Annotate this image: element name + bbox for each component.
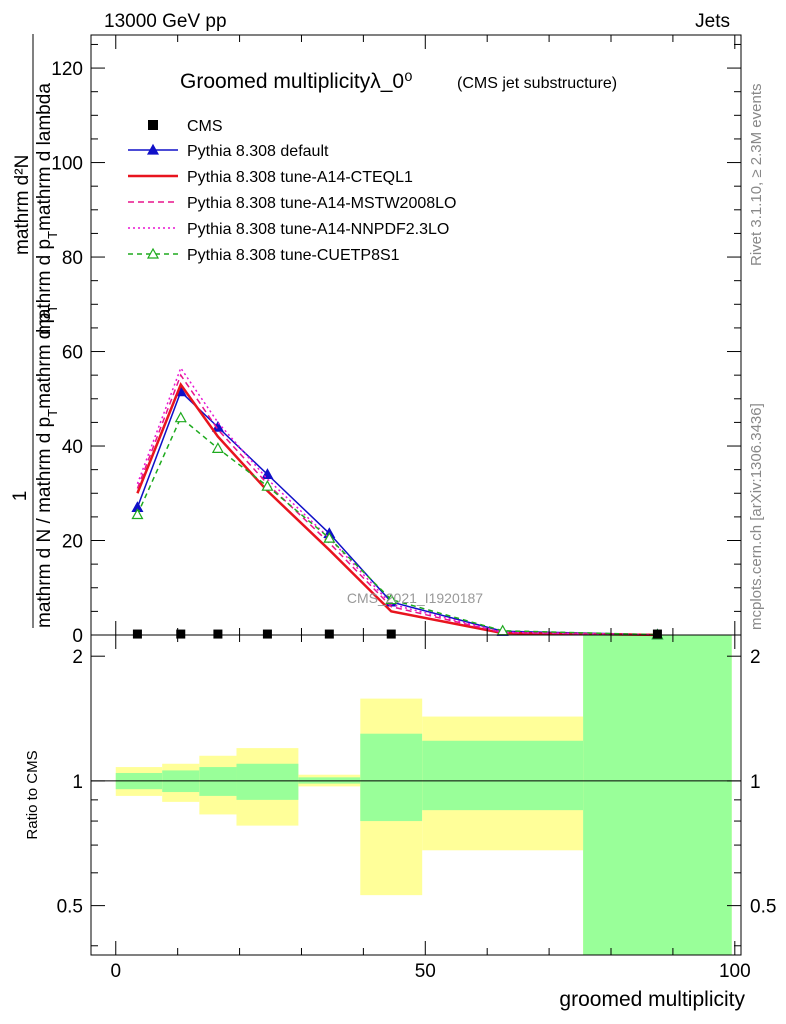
y-tick-label-100: 100: [51, 154, 83, 175]
series-4-marker-2: [211, 442, 224, 453]
cms-point-6: [652, 629, 662, 639]
mcplots-label: mcplots.cern.ch [arXiv:1306.3436]: [748, 403, 765, 630]
ratio-tick-label-right-1: 1: [750, 772, 761, 793]
ylabel-main-den-suffix: mathrm d lambda: [34, 83, 55, 231]
cms-point-1: [176, 629, 186, 639]
chart-subtitle: (CMS jet substructure): [457, 75, 617, 92]
header-right-label: Jets: [695, 11, 730, 32]
axis-tick-labels: 0 50 100 0 20 40 60 80 100 120 0.5 0.5 1 1 2 2: [51, 59, 776, 982]
ylabel-main-den-left: mathrm d p: [34, 239, 55, 335]
x-tick-label-100: 100: [719, 961, 751, 982]
x-axis-label: groomed multiplicity: [559, 988, 745, 1011]
y-tick-label-60: 60: [62, 343, 83, 364]
ylabel-main-num: mathrm d²N: [12, 155, 33, 255]
ratio-band-green-2: [199, 767, 237, 796]
chart-title: Groomed multiplicityλ_0⁰: [180, 70, 413, 93]
main-plot-series: [131, 366, 664, 640]
legend-marker-cms: [148, 120, 158, 130]
y-tick-label-120: 120: [51, 59, 83, 80]
legend-label-1: Pythia 8.308 tune-A14-CTEQL1: [187, 169, 413, 186]
ylabel-den-left: mathrm d N / mathrm d p: [34, 417, 55, 628]
ratio-tick-label-right-0.5: 0.5: [750, 897, 776, 918]
cms-point-3: [262, 629, 272, 639]
series-line-0: [136, 390, 658, 636]
legend-label-4: Pythia 8.308 tune-CUETP8S1: [187, 247, 400, 264]
ylabel-den-right: mathrm d p: [34, 313, 55, 409]
legend: CMS Pythia 8.308 default Pythia 8.308 tune…: [128, 118, 456, 264]
ylabel-frac-num: 1: [10, 491, 31, 502]
series-line-3: [136, 366, 658, 636]
x-tick-label-50: 50: [415, 961, 436, 982]
ratio-tick-label-right-2: 2: [750, 647, 761, 668]
y-tick-label-0: 0: [72, 626, 83, 647]
axis-ticks: [91, 35, 741, 955]
analysis-watermark: CMS_2021_I1920187: [347, 590, 483, 606]
series-4-marker-4: [323, 531, 336, 543]
series-line-2: [136, 373, 658, 636]
ylabel-main-sub: T: [45, 231, 60, 239]
legend-marker-4: [146, 247, 160, 259]
x-tick-label-0: 0: [110, 961, 121, 982]
cms-data-points: [132, 629, 662, 639]
series-4-marker-3: [261, 479, 274, 491]
cms-point-5: [386, 629, 396, 639]
main-ylabel: 1 mathrm d N / mathrm d pTmathrm d pT ma…: [10, 34, 60, 628]
legend-label-0: Pythia 8.308 default: [187, 143, 329, 160]
ylabel-sub-t: T: [45, 409, 60, 417]
series-4-marker-1: [174, 411, 187, 423]
header-left-label: 13000 GeV pp: [104, 11, 227, 32]
ratio-tick-label-left-2: 2: [72, 647, 83, 668]
ratio-band-green-3: [236, 763, 299, 800]
ratio-ylabel: Ratio to CMS: [24, 750, 41, 839]
legend-marker-0: [146, 143, 160, 155]
y-tick-label-40: 40: [62, 437, 83, 458]
series-4-marker-5: [385, 593, 398, 605]
ratio-uncertainty-bands: [115, 635, 732, 955]
y-tick-label-20: 20: [62, 532, 83, 553]
ratio-plot-frame: [90, 634, 742, 956]
ratio-tick-label-left-1: 1: [72, 772, 83, 793]
ylabel-sub-T: T: [45, 305, 60, 313]
ratio-band-green-5: [360, 733, 423, 822]
cms-point-0: [132, 629, 142, 639]
ylabel-frac-den: mathrm d N / mathrm d pTmathrm d pT: [34, 305, 60, 628]
ratio-band-green-6: [422, 740, 584, 811]
y-tick-label-80: 80: [62, 248, 83, 269]
legend-label-3: Pythia 8.308 tune-A14-NNPDF2.3LO: [187, 221, 449, 238]
series-line-1: [136, 382, 658, 637]
ylabel-main-den: mathrm d pTmathrm d lambda: [34, 83, 60, 335]
cms-point-4: [324, 629, 334, 639]
ratio-tick-label-left-0.5: 0.5: [57, 897, 83, 918]
rivet-version-label: Rivet 3.1.10, ≥ 2.3M events: [748, 84, 765, 267]
legend-label-2: Pythia 8.308 tune-A14-MSTW2008LO: [187, 195, 456, 212]
legend-label-cms: CMS: [187, 118, 223, 135]
series-4-marker-0: [131, 508, 144, 520]
series-line-4: [136, 416, 658, 636]
cms-point-2: [213, 629, 223, 639]
ratio-band-green-7: [583, 635, 732, 955]
